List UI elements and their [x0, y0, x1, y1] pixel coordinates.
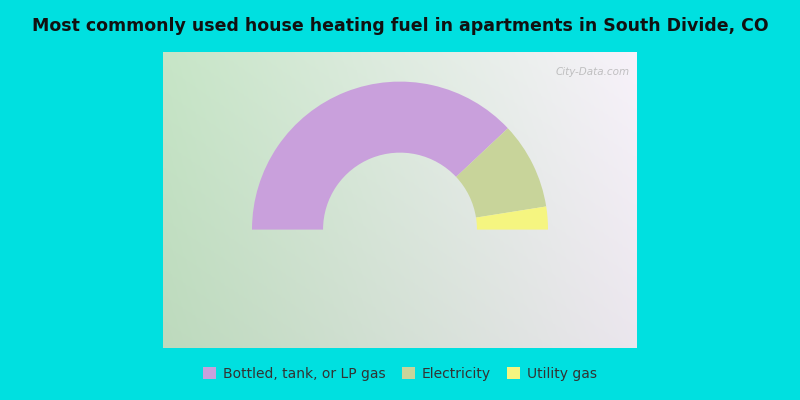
- Text: Most commonly used house heating fuel in apartments in South Divide, CO: Most commonly used house heating fuel in…: [32, 17, 768, 35]
- Wedge shape: [456, 128, 546, 218]
- Wedge shape: [476, 206, 548, 230]
- Text: City-Data.com: City-Data.com: [555, 67, 630, 77]
- Wedge shape: [252, 82, 508, 230]
- Legend: Bottled, tank, or LP gas, Electricity, Utility gas: Bottled, tank, or LP gas, Electricity, U…: [203, 367, 597, 381]
